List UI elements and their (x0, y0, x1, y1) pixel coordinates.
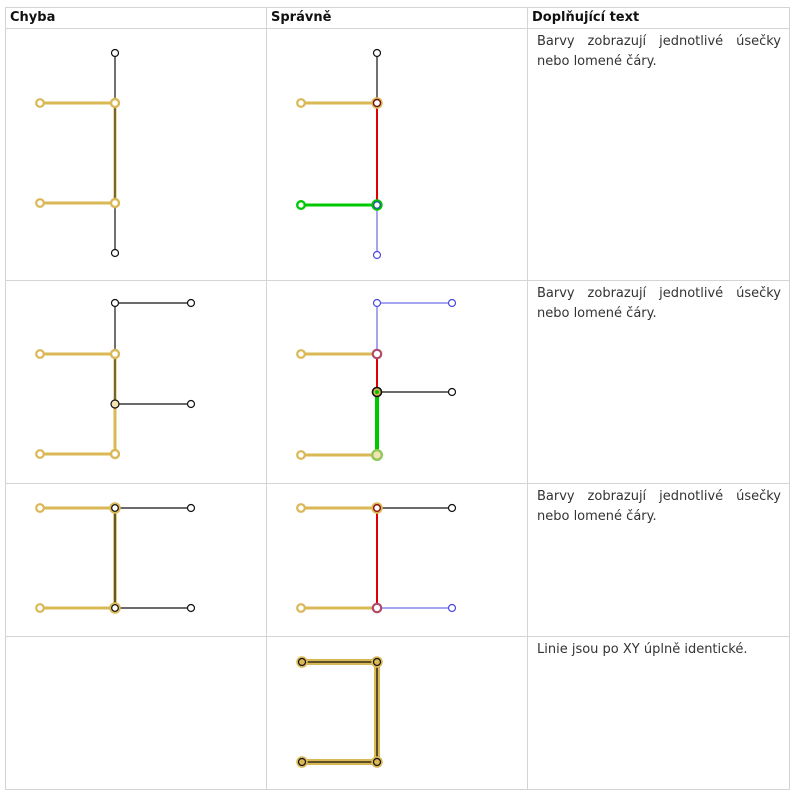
table-row: Linie jsou po XY úplně identické. (5, 636, 790, 790)
correct-drawing-3 (296, 502, 457, 614)
vertex-node (186, 503, 196, 513)
error-diagram-4-empty (5, 636, 267, 790)
vertex-node-inner (297, 757, 307, 767)
vertex-node (110, 298, 120, 308)
note-text-4: Linie jsou po XY úplně identické. (527, 636, 790, 790)
vertex-node-inner (111, 604, 119, 612)
vertex-node (296, 503, 306, 513)
vertex-node (109, 197, 121, 209)
vertex-node (35, 449, 45, 459)
vertex-node (447, 503, 457, 513)
error-diagram-3 (5, 483, 267, 637)
vertex-node (186, 399, 196, 409)
vertex-node (371, 602, 383, 614)
vertex-node (447, 603, 457, 613)
vertex-node (447, 387, 457, 397)
note-text-1: Barvy zobrazují jednotlivé úsečky nebo l… (527, 28, 790, 281)
vertex-node-inner (297, 657, 307, 667)
correct-drawing-4 (296, 656, 383, 768)
black-line-overlay (302, 661, 378, 763)
error-diagram-2 (5, 280, 267, 484)
vertex-node (109, 348, 121, 360)
note-text-3: Barvy zobrazují jednotlivé úsečky nebo l… (527, 483, 790, 637)
vertex-node (296, 98, 306, 108)
error-drawing-3 (35, 502, 196, 614)
vertex-node-inner (372, 757, 382, 767)
error-diagram-1 (5, 28, 267, 281)
vertex-node-inner (111, 504, 119, 512)
vertex-node (372, 298, 382, 308)
vertex-node (371, 449, 384, 462)
correct-drawing-2 (296, 298, 457, 462)
vertex-node (35, 603, 45, 613)
vertex-node (447, 298, 457, 308)
header-doplnujici-text: Doplňující text (527, 7, 790, 29)
vertex-node (186, 603, 196, 613)
vertex-node (35, 98, 45, 108)
vertex-node (110, 399, 120, 409)
vertex-node (35, 349, 45, 359)
vertex-node (296, 199, 307, 210)
table-row: Barvy zobrazují jednotlivé úsečky nebo l… (5, 28, 790, 281)
vertex-node (110, 248, 120, 258)
vertex-node (296, 450, 306, 460)
header-row: Chyba Správně Doplňující text (5, 7, 790, 29)
vertex-node (186, 298, 196, 308)
note-text-2: Barvy zobrazují jednotlivé úsečky nebo l… (527, 280, 790, 484)
vertex-node-inner (373, 200, 382, 209)
vertex-node (296, 603, 306, 613)
vertex-node-inner (372, 657, 382, 667)
correct-diagram-3 (266, 483, 528, 637)
table-row: Barvy zobrazují jednotlivé úsečky nebo l… (5, 483, 790, 637)
correct-diagram-1 (266, 28, 528, 281)
correct-diagram-2 (266, 280, 528, 484)
vertex-node-inner (375, 390, 379, 394)
vertex-node-inner (372, 98, 382, 108)
vertex-node (110, 48, 120, 58)
vertex-node (372, 250, 382, 260)
error-drawing-2 (35, 298, 196, 460)
vertex-node (35, 198, 45, 208)
vertex-node (35, 503, 45, 513)
header-spravne: Správně (266, 7, 528, 29)
vertex-node (296, 349, 306, 359)
error-drawing-1 (35, 48, 121, 258)
correct-diagram-4 (266, 636, 528, 790)
vertex-node (109, 448, 121, 460)
correct-drawing-1 (296, 48, 383, 260)
vertex-node (372, 48, 382, 58)
vertex-node (371, 348, 383, 360)
vertex-node-inner (373, 504, 382, 513)
vertex-node (109, 97, 121, 109)
header-chyba: Chyba (5, 7, 267, 29)
table-row: Barvy zobrazují jednotlivé úsečky nebo l… (5, 280, 790, 484)
comparison-table: Chyba Správně Doplňující text (5, 7, 790, 790)
